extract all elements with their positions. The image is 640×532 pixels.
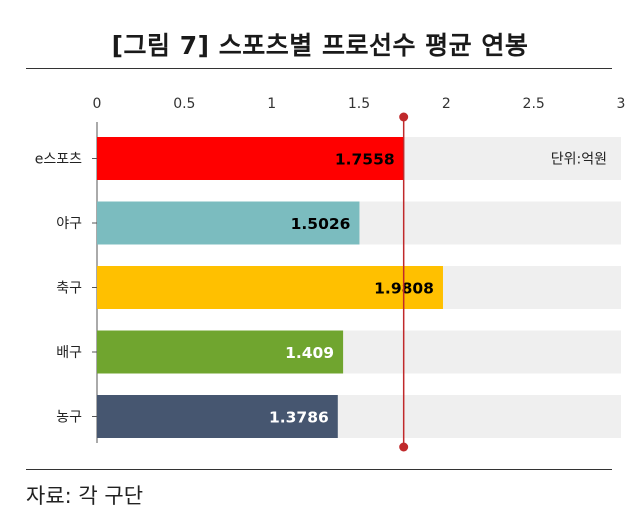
x-tick-label: 3 xyxy=(617,96,626,112)
category-label: 축구 xyxy=(56,281,82,297)
x-tick-label: 2 xyxy=(442,96,451,112)
value-label: 1.3786 xyxy=(269,409,329,427)
category-label: 농구 xyxy=(56,410,82,426)
bar-1 xyxy=(97,137,404,180)
bar-2 xyxy=(97,201,360,245)
value-label: 1.7558 xyxy=(335,151,395,169)
source-divider xyxy=(26,469,612,470)
category-label: 배구 xyxy=(56,345,82,361)
category-label: e스포츠 xyxy=(35,152,82,168)
x-tick-label: 1.5 xyxy=(348,96,370,112)
reference-marker-bottom xyxy=(399,442,409,452)
chart-title: [그림 7] 스포츠별 프로선수 평균 연봉 xyxy=(111,31,529,60)
x-tick-label: 0 xyxy=(93,96,102,112)
value-label: 1.5026 xyxy=(291,215,351,233)
bar-5 xyxy=(97,395,338,438)
reference-marker-top xyxy=(399,112,409,122)
bar-3 xyxy=(97,266,443,309)
category-label: 야구 xyxy=(56,216,82,232)
x-tick-label: 0.5 xyxy=(173,96,195,112)
bar-4 xyxy=(97,330,344,374)
source-note: 자료: 각 구단 xyxy=(26,484,144,508)
x-tick-label: 2.5 xyxy=(523,96,545,112)
x-tick-label: 1 xyxy=(267,96,276,112)
value-label: 1.409 xyxy=(285,344,334,362)
unit-label: 단위:억원 xyxy=(551,152,607,168)
title-divider xyxy=(26,68,612,69)
